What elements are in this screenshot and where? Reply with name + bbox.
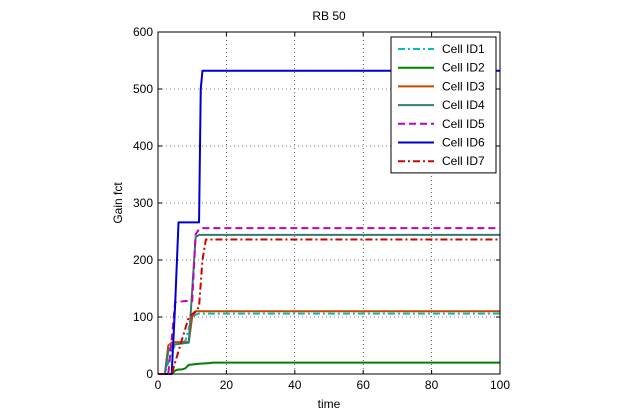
x-axis-label: time — [318, 397, 341, 411]
legend-label: Cell ID1 — [442, 42, 485, 56]
legend-label: Cell ID5 — [442, 117, 485, 131]
legend-label: Cell ID2 — [442, 61, 485, 75]
series-line-cell-id7 — [158, 238, 500, 375]
x-tick-label: 0 — [155, 378, 162, 392]
chart-title: RB 50 — [312, 9, 346, 23]
y-tick-label: 0 — [146, 367, 153, 381]
series-line-cell-id1 — [158, 312, 500, 375]
legend: Cell ID1 Cell ID2 Cell ID3 Cell ID4 Cell ID5… — [390, 36, 497, 174]
x-tick-label: 100 — [490, 378, 510, 392]
legend-label: Cell ID7 — [442, 154, 485, 168]
y-tick-label: 500 — [133, 82, 153, 96]
x-axis: 0 20 40 60 80 100 — [155, 32, 510, 392]
series-line-cell-id4 — [158, 233, 500, 375]
y-axis-label: Gain fct — [111, 182, 125, 224]
series-layer — [158, 69, 500, 375]
legend-label: Cell ID6 — [442, 136, 485, 150]
x-tick-label: 60 — [357, 378, 371, 392]
x-tick-label: 20 — [220, 378, 234, 392]
y-axis: 0 100 200 300 400 500 600 — [133, 25, 500, 381]
x-tick-label: 40 — [288, 378, 302, 392]
series-line-cell-id6 — [158, 69, 500, 375]
y-tick-label: 300 — [133, 196, 153, 210]
y-tick-label: 400 — [133, 139, 153, 153]
y-tick-label: 100 — [133, 310, 153, 324]
legend-label: Cell ID3 — [442, 79, 485, 93]
series-line-cell-id5 — [158, 227, 500, 375]
x-tick-label: 80 — [425, 378, 439, 392]
series-line-cell-id2 — [158, 361, 500, 375]
y-tick-label: 600 — [133, 25, 153, 39]
y-tick-label: 200 — [133, 253, 153, 267]
legend-label: Cell ID4 — [442, 98, 485, 112]
